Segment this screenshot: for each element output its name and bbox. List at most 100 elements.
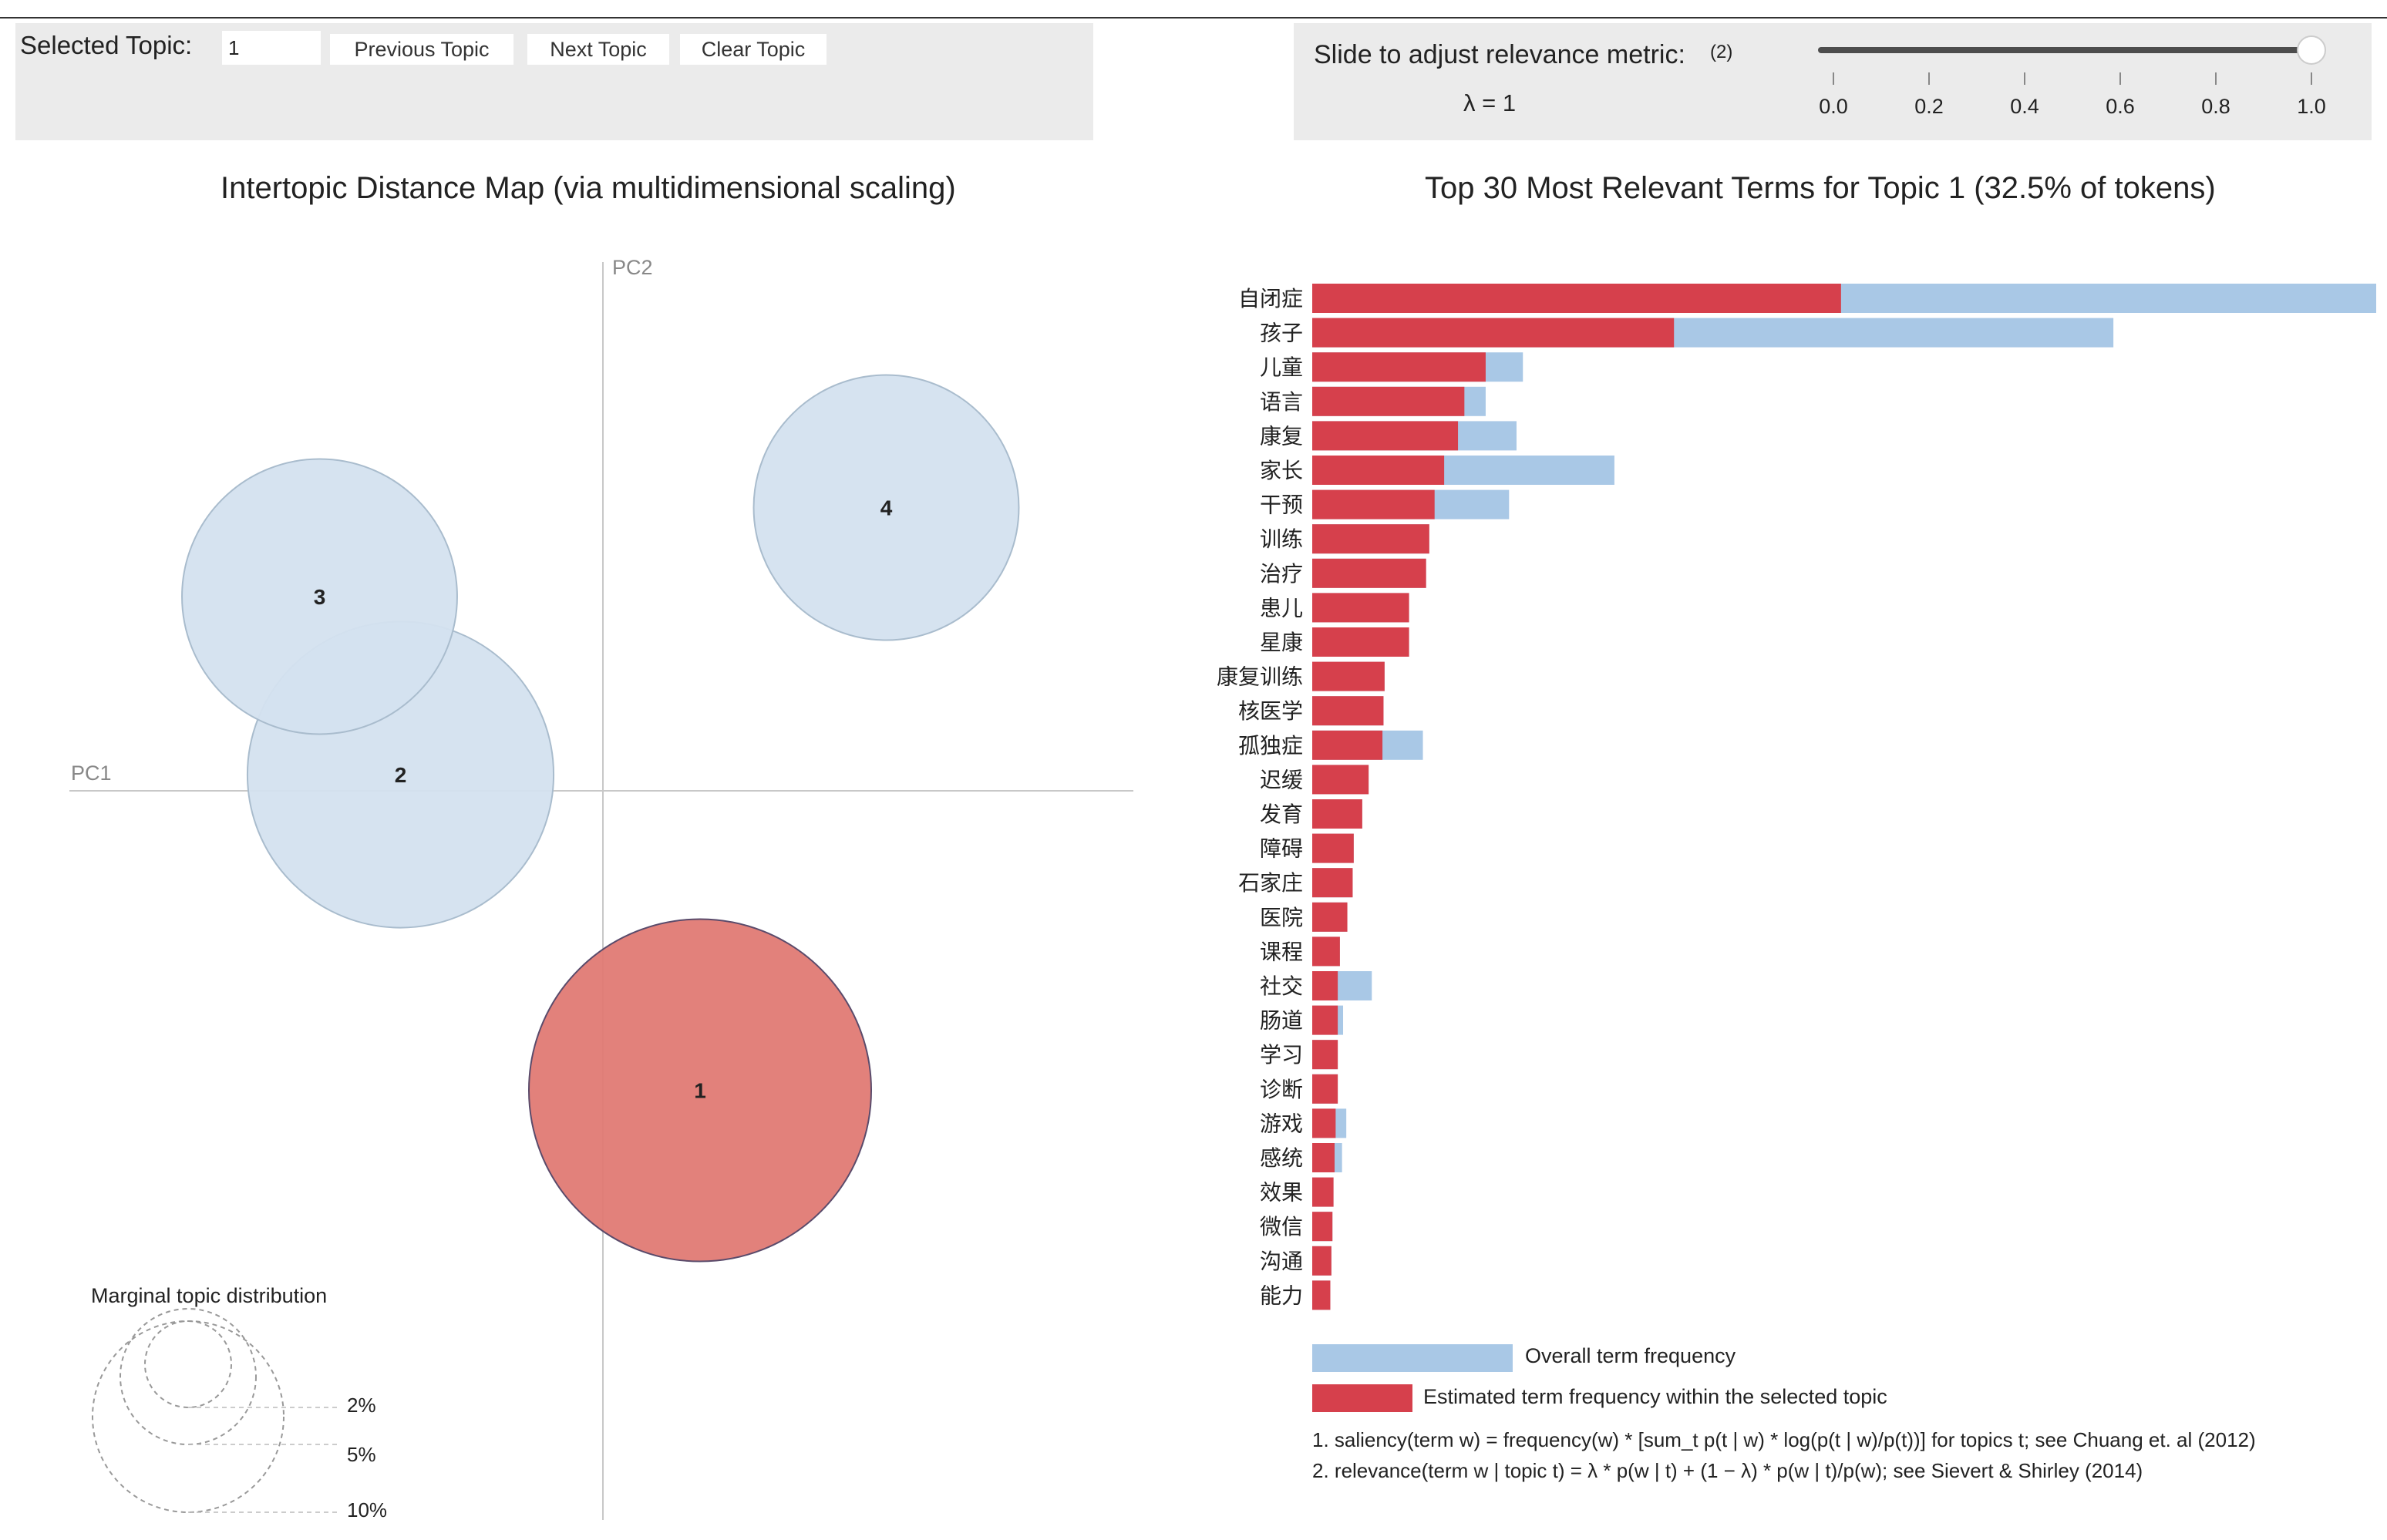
term-label: 障碍	[1260, 837, 1303, 861]
estimated-bar	[1312, 627, 1409, 657]
topic-bubbles: 1 2 3 4	[181, 374, 1020, 1263]
term-label: 治疗	[1260, 562, 1303, 586]
relevance-slider-label: Slide to adjust relevance metric:	[1314, 40, 1685, 69]
estimated-bar	[1312, 936, 1340, 967]
term-row[interactable]: 诊断	[1260, 1074, 1338, 1104]
term-row[interactable]: 康复	[1260, 421, 1517, 451]
slider-tick-label: 0.8	[2201, 95, 2230, 118]
overall-bar	[1312, 1108, 1347, 1138]
marginal-label-5: 5%	[347, 1443, 376, 1466]
term-label: 微信	[1260, 1215, 1303, 1239]
top-rule	[0, 17, 2387, 18]
previous-topic-button[interactable]: Previous Topic	[330, 34, 513, 65]
term-row[interactable]: 效果	[1260, 1177, 1334, 1207]
term-row[interactable]: 患儿	[1260, 593, 1409, 623]
term-row[interactable]: 星康	[1260, 627, 1409, 657]
relevance-slider[interactable]: 0.0 0.2 0.4 0.6 0.8 1.0	[1818, 23, 2342, 140]
term-row[interactable]: 儿童	[1260, 352, 1523, 382]
term-row[interactable]: 课程	[1260, 936, 1340, 967]
term-label: 训练	[1260, 527, 1303, 551]
selected-topic-label: Selected Topic:	[20, 31, 193, 59]
overall-bar	[1312, 868, 1353, 898]
term-row[interactable]: 游戏	[1260, 1108, 1347, 1138]
topic-bubble-1[interactable]	[528, 918, 872, 1263]
topic-bubble-label: 2	[395, 763, 407, 787]
term-row[interactable]: 语言	[1260, 386, 1486, 416]
term-row[interactable]: 治疗	[1260, 558, 1426, 588]
estimated-bar	[1312, 421, 1459, 451]
term-row[interactable]: 医院	[1260, 902, 1348, 932]
marginal-circle-2	[144, 1320, 232, 1408]
estimated-bar	[1312, 1280, 1331, 1310]
term-row[interactable]: 感统	[1260, 1143, 1342, 1172]
estimated-bar	[1312, 1246, 1332, 1276]
estimated-bar	[1312, 730, 1383, 760]
estimated-bar	[1312, 352, 1486, 382]
clear-topic-button[interactable]: Clear Topic	[680, 34, 827, 65]
slider-track[interactable]	[1818, 47, 2315, 53]
overall-bar	[1312, 1280, 1331, 1310]
overall-bar	[1312, 1212, 1333, 1242]
next-topic-button[interactable]: Next Topic	[527, 34, 669, 65]
term-row[interactable]: 学习	[1260, 1040, 1338, 1070]
overall-bar	[1312, 456, 1614, 485]
term-label: 迟缓	[1260, 768, 1303, 792]
term-row[interactable]: 家长	[1260, 456, 1614, 485]
relevance-footnote: 2. relevance(term w | topic t) = λ * p(w…	[1312, 1459, 2143, 1482]
term-label: 孩子	[1260, 321, 1303, 345]
term-row[interactable]: 微信	[1260, 1212, 1333, 1242]
term-row[interactable]: 孩子	[1260, 318, 2114, 348]
estimated-bar	[1312, 593, 1409, 623]
legend-overall-label: Overall term frequency	[1525, 1344, 1736, 1367]
term-label: 家长	[1260, 459, 1303, 483]
term-row[interactable]: 石家庄	[1238, 868, 1353, 898]
term-row[interactable]: 障碍	[1260, 833, 1354, 863]
estimated-bar	[1312, 318, 1675, 348]
overall-bar	[1312, 386, 1486, 416]
relevance-panel: Slide to adjust relevance metric: (2) λ …	[1294, 23, 2372, 140]
term-row[interactable]: 干预	[1260, 489, 1510, 519]
estimated-bar	[1312, 1074, 1338, 1104]
overall-bar	[1312, 593, 1409, 623]
marginal-circle-10	[92, 1320, 284, 1513]
term-row[interactable]: 康复训练	[1217, 661, 1385, 691]
topic-bubble-label: 1	[694, 1079, 706, 1103]
marginal-legend: 2% 5% 10%	[92, 1308, 387, 1522]
term-row[interactable]: 社交	[1260, 971, 1372, 1000]
estimated-bar	[1312, 489, 1435, 519]
term-row[interactable]: 孤独症	[1238, 730, 1423, 760]
term-label: 肠道	[1260, 1009, 1303, 1033]
term-row[interactable]: 训练	[1260, 524, 1429, 554]
estimated-bar	[1312, 284, 1841, 313]
estimated-bar	[1312, 799, 1362, 829]
slider-tick-label: 1.0	[2297, 95, 2326, 118]
topic-bubble-3[interactable]	[181, 458, 458, 735]
estimated-bar	[1312, 971, 1338, 1000]
term-row[interactable]: 沟通	[1260, 1246, 1332, 1276]
overall-bar	[1312, 1040, 1338, 1070]
term-label: 社交	[1260, 974, 1303, 998]
lambda-value-label: λ = 1	[1463, 89, 1517, 116]
term-row[interactable]: 自闭症	[1238, 284, 2376, 313]
legend-estimated-swatch	[1312, 1384, 1412, 1412]
overall-bar	[1312, 971, 1372, 1000]
marginal-label-10: 10%	[347, 1498, 387, 1522]
term-row[interactable]: 肠道	[1260, 1005, 1344, 1035]
term-label: 沟通	[1260, 1249, 1303, 1273]
estimated-bar	[1312, 902, 1348, 932]
overall-bar	[1312, 558, 1426, 588]
estimated-bar	[1312, 1177, 1334, 1207]
term-row[interactable]: 发育	[1260, 799, 1362, 829]
pc2-label: PC2	[612, 256, 653, 279]
term-label: 课程	[1260, 940, 1303, 963]
term-label: 感统	[1260, 1146, 1303, 1170]
term-row[interactable]: 能力	[1260, 1280, 1331, 1310]
term-label: 孤独症	[1238, 734, 1303, 758]
marginal-circle-5	[120, 1308, 257, 1445]
term-row[interactable]: 核医学	[1238, 696, 1384, 726]
term-row[interactable]: 迟缓	[1260, 765, 1369, 795]
slider-handle[interactable]	[2297, 35, 2326, 65]
selected-topic-input[interactable]	[222, 31, 321, 65]
estimated-bar	[1312, 1005, 1338, 1035]
topic-bubble-4[interactable]	[752, 374, 1020, 641]
